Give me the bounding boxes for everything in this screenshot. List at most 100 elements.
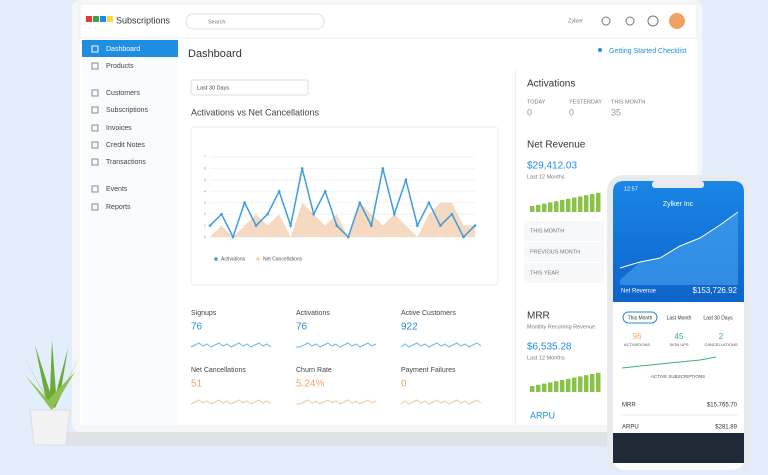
nav-item[interactable]: Credit Notes	[106, 142, 145, 149]
mini-bar	[536, 204, 541, 212]
search-box[interactable]	[185, 13, 325, 30]
mini-bar	[578, 196, 583, 212]
chart-title: Activations vs Net Cancellations	[191, 107, 320, 117]
activation-point	[358, 201, 362, 205]
plant	[20, 340, 80, 446]
period-select[interactable]	[190, 79, 309, 96]
stat-value: 76	[191, 322, 203, 333]
activation-point	[266, 212, 269, 216]
mrr-value: $6,535.28	[527, 342, 572, 353]
revenue-title: Net Revenue	[527, 140, 586, 151]
nav-selected	[82, 40, 178, 57]
phone-revenue: $153,726.92	[693, 286, 738, 295]
checklist-link[interactable]: Getting Started Checklist	[609, 48, 686, 55]
phone-tab[interactable]: Last Month	[667, 315, 692, 321]
activation-point	[462, 235, 465, 239]
stat-label: Signups	[191, 310, 217, 317]
activation-point	[231, 235, 235, 239]
mini-bar	[596, 372, 601, 392]
stat-label: Payment Failures	[401, 367, 456, 374]
activation-label: THIS MONTH	[611, 99, 645, 105]
phone-row-value: $15,765.70	[707, 403, 738, 409]
phone-stat-value: 2	[719, 332, 724, 341]
mini-bar	[530, 206, 535, 212]
activation-label: YESTERDAY	[569, 99, 602, 105]
mini-bar	[554, 201, 559, 212]
mini-bar	[572, 197, 577, 212]
stat-label: Activations	[296, 310, 330, 317]
app-name: Subscriptions	[116, 15, 171, 25]
nav-item[interactable]: Products	[106, 63, 134, 70]
nav-item[interactable]: Dashboard	[106, 46, 140, 53]
activations-line	[209, 168, 476, 239]
revenue-row	[524, 221, 604, 241]
sparkline	[400, 342, 482, 348]
legend-label: Net Cancellations	[263, 256, 303, 262]
nav-item[interactable]: Events	[106, 186, 128, 193]
phone-stat-label: SIGN UPS	[669, 342, 688, 347]
nav-icon	[91, 106, 99, 114]
mini-bar	[542, 383, 547, 392]
activation-point	[312, 212, 315, 216]
activation-point	[277, 189, 281, 193]
activation-point	[439, 224, 442, 227]
mini-bar	[584, 375, 589, 392]
activation-point	[381, 167, 385, 170]
nav-icon	[91, 141, 99, 149]
revenue-row	[524, 242, 604, 262]
settings-icon[interactable]	[625, 16, 635, 26]
phone-stat-value: 96	[633, 332, 642, 341]
revenue-row-label: THIS YEAR	[530, 270, 559, 276]
mini-bar	[590, 374, 595, 392]
activation-point	[208, 224, 212, 227]
activation-point	[323, 189, 327, 193]
stat-value: 0	[401, 379, 407, 390]
nav-item[interactable]: Transactions	[106, 159, 146, 166]
nav-icon	[91, 89, 99, 97]
mini-bar	[596, 192, 601, 212]
search-placeholder: Search	[208, 19, 225, 25]
arpu-title: ARPU	[530, 410, 555, 420]
activation-point	[393, 212, 396, 216]
help-icon[interactable]	[647, 15, 659, 27]
nav-item[interactable]: Customers	[106, 90, 140, 97]
avatar[interactable]	[669, 13, 685, 29]
legend-label: Activations	[221, 256, 246, 262]
mini-bar	[548, 382, 553, 392]
activation-point	[473, 224, 477, 227]
nav-icon	[91, 185, 99, 193]
phone-active-label: ACTIVE SUBSCRIPTIONS	[651, 374, 705, 379]
mini-bar	[542, 203, 547, 212]
phone-revenue-label: Net Revenue	[621, 289, 657, 295]
bell-icon[interactable]	[601, 16, 611, 26]
mini-bar	[572, 377, 577, 392]
org-name[interactable]: Zylker	[568, 18, 583, 24]
activation-value: 35	[611, 107, 621, 117]
y-tick-label: 5	[204, 177, 207, 182]
cancellations-area	[210, 202, 475, 237]
mini-bar	[554, 381, 559, 392]
phone-stat-label: CANCELLATIONS	[704, 342, 737, 347]
nav-item[interactable]: Reports	[106, 204, 131, 211]
mini-bar	[560, 200, 565, 212]
y-tick-label: 0	[204, 234, 207, 239]
mrr-period: Last 12 Months	[527, 355, 565, 361]
activation-point	[335, 224, 339, 227]
phone-tab[interactable]: This Month	[628, 315, 653, 321]
phone-tab[interactable]: Last 30 Days	[703, 315, 733, 321]
phone-row-label: MRR	[622, 403, 636, 409]
activation-point	[450, 212, 454, 216]
nav-icon	[91, 45, 99, 53]
phone-row-label: ARPU	[622, 425, 639, 431]
phone-stat-label: ACTIVATIONS	[624, 342, 650, 347]
stat-label: Net Cancellations	[191, 367, 246, 374]
mini-bar	[530, 386, 535, 392]
y-tick-label: 1	[204, 223, 207, 228]
mini-bar	[566, 198, 571, 212]
mini-bar	[584, 195, 589, 212]
activation-point	[416, 224, 419, 227]
nav-item[interactable]: Subscriptions	[106, 107, 149, 114]
nav-item[interactable]: Invoices	[106, 125, 132, 132]
